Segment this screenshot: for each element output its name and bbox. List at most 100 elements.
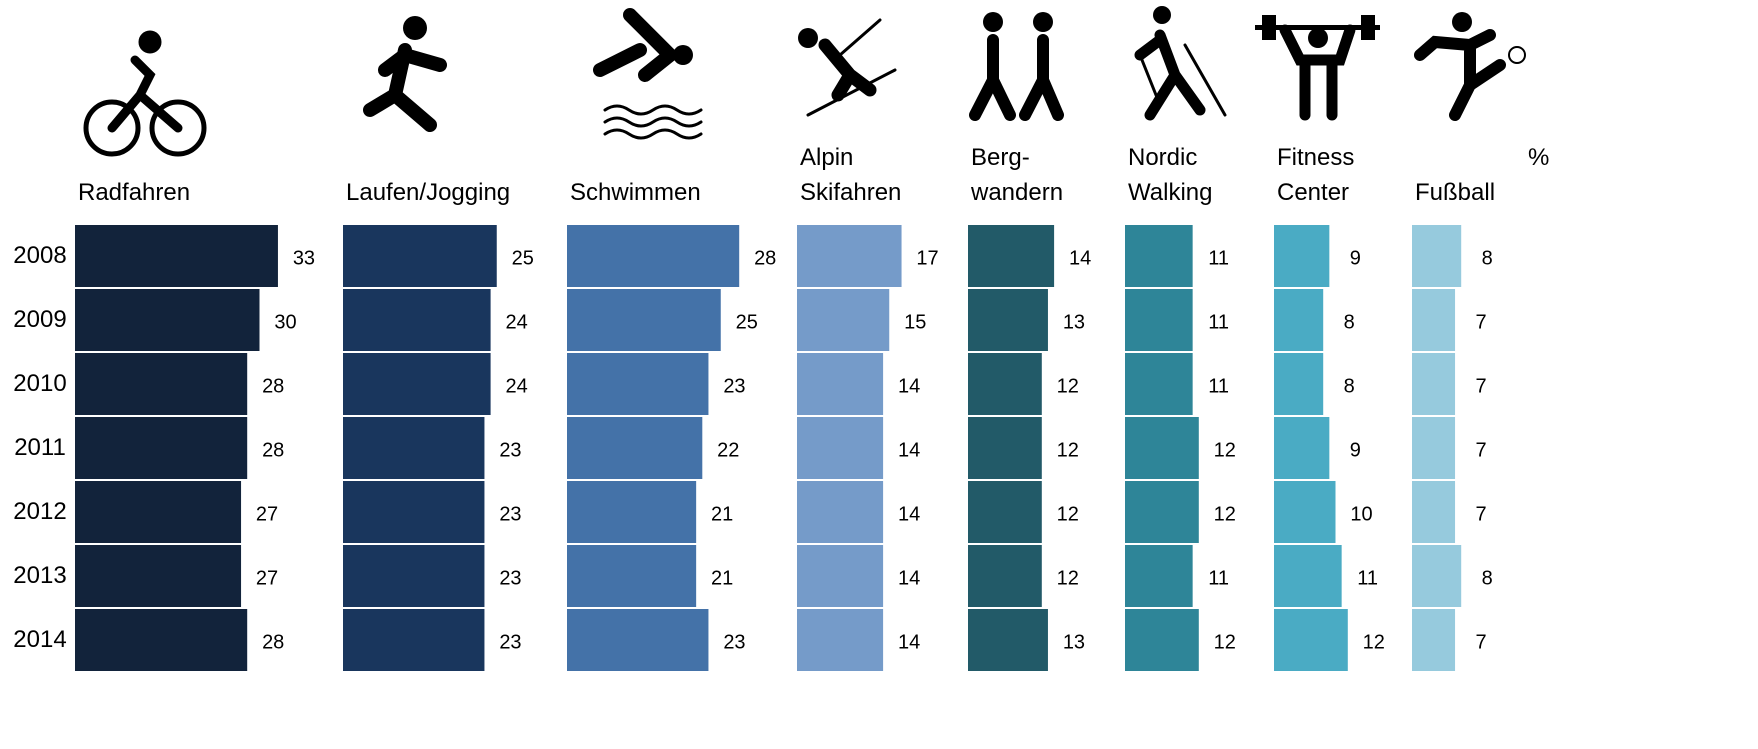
value-label: 14: [897, 375, 921, 398]
bar: [1125, 353, 1193, 415]
icon-nordic: [1134, 6, 1227, 121]
bar: [1274, 609, 1348, 671]
category-label: Radfahren: [78, 179, 191, 206]
value-label: 7: [1475, 311, 1487, 334]
value-label: 11: [1208, 311, 1230, 334]
bar: [343, 609, 485, 671]
value-label: 9: [1349, 439, 1361, 462]
value-label: 10: [1350, 503, 1373, 526]
bar: [343, 545, 485, 607]
bar: [1274, 225, 1330, 287]
bar: [1125, 417, 1199, 479]
value-label: 21: [711, 503, 734, 526]
bar: [968, 609, 1048, 671]
bar: [1125, 289, 1193, 351]
bar: [1125, 545, 1193, 607]
value-label: 13: [1062, 631, 1086, 654]
value-label: 14: [897, 503, 921, 526]
value-label: 12: [1213, 631, 1236, 654]
value-label: 23: [499, 439, 522, 462]
icons: [83, 6, 1526, 157]
bar: [797, 289, 890, 351]
value-label: 12: [1213, 439, 1236, 462]
bar: [1412, 225, 1462, 287]
year-label: 2014: [13, 626, 67, 653]
value-label: 7: [1475, 631, 1487, 654]
value-label: 23: [499, 631, 522, 654]
value-label: 27: [255, 503, 279, 526]
icon-swimming: [593, 8, 703, 140]
bar: [1125, 225, 1193, 287]
value-label: 7: [1475, 503, 1487, 526]
bar: [343, 225, 497, 287]
bar: [1412, 417, 1456, 479]
value-label: 25: [735, 311, 758, 334]
value-label: 23: [723, 375, 746, 398]
bar: [75, 225, 278, 287]
value-label: 12: [1056, 375, 1079, 398]
bar: [567, 353, 709, 415]
year-label: 2009: [13, 306, 67, 333]
category-label: Schwimmen: [570, 179, 701, 206]
bar: [1412, 609, 1456, 671]
bar: [797, 353, 884, 415]
value-label: 28: [262, 631, 285, 654]
year-label: 2010: [13, 370, 67, 397]
bar: [75, 545, 242, 607]
bar: [1125, 481, 1199, 543]
bar: [343, 289, 491, 351]
bar: [1274, 289, 1324, 351]
bar: [968, 353, 1042, 415]
value-label: 8: [1481, 247, 1493, 270]
icon-running: [363, 16, 447, 132]
value-label: 11: [1208, 567, 1230, 590]
category-label: Fitness Center: [1277, 144, 1355, 206]
value-label: 30: [274, 311, 297, 334]
value-label: 17: [916, 247, 939, 270]
bar: [1412, 545, 1462, 607]
bar: [1274, 481, 1336, 543]
value-label: 12: [1362, 631, 1385, 654]
value-label: 12: [1213, 503, 1236, 526]
icon-hiking: [969, 12, 1064, 121]
value-label: 11: [1208, 247, 1230, 270]
value-label: 7: [1475, 439, 1487, 462]
bar: [797, 417, 884, 479]
value-label: 11: [1208, 375, 1230, 398]
value-label: 13: [1062, 311, 1086, 334]
bar: [1412, 289, 1456, 351]
icon-football: [1414, 12, 1526, 121]
year-label: 2013: [13, 562, 67, 589]
bar: [968, 545, 1042, 607]
bar: [968, 289, 1048, 351]
icon-fitness: [1255, 15, 1380, 121]
bar: [567, 417, 703, 479]
category-label: Nordic Walking: [1128, 144, 1213, 206]
bar: [567, 225, 740, 287]
value-label: 21: [711, 567, 734, 590]
value-label: 14: [1068, 247, 1092, 270]
value-label: 24: [505, 375, 528, 398]
value-label: 28: [262, 375, 285, 398]
value-label: 25: [511, 247, 534, 270]
category-label: Fußball: [1415, 179, 1496, 206]
bar: [75, 609, 248, 671]
value-label: 14: [897, 567, 921, 590]
bar: [75, 417, 248, 479]
bar: [343, 417, 485, 479]
bar: [968, 481, 1042, 543]
bar: [567, 481, 697, 543]
value-label: 33: [292, 247, 316, 270]
value-label: 9: [1349, 247, 1361, 270]
value-label: 7: [1475, 375, 1487, 398]
bar: [75, 481, 242, 543]
bar: [1274, 545, 1342, 607]
category-label: Berg- wandern: [971, 144, 1064, 206]
value-label: 8: [1481, 567, 1493, 590]
value-label: 14: [897, 631, 921, 654]
bar: [1274, 353, 1324, 415]
value-label: 28: [262, 439, 285, 462]
bar: [567, 545, 697, 607]
bar: [797, 545, 884, 607]
